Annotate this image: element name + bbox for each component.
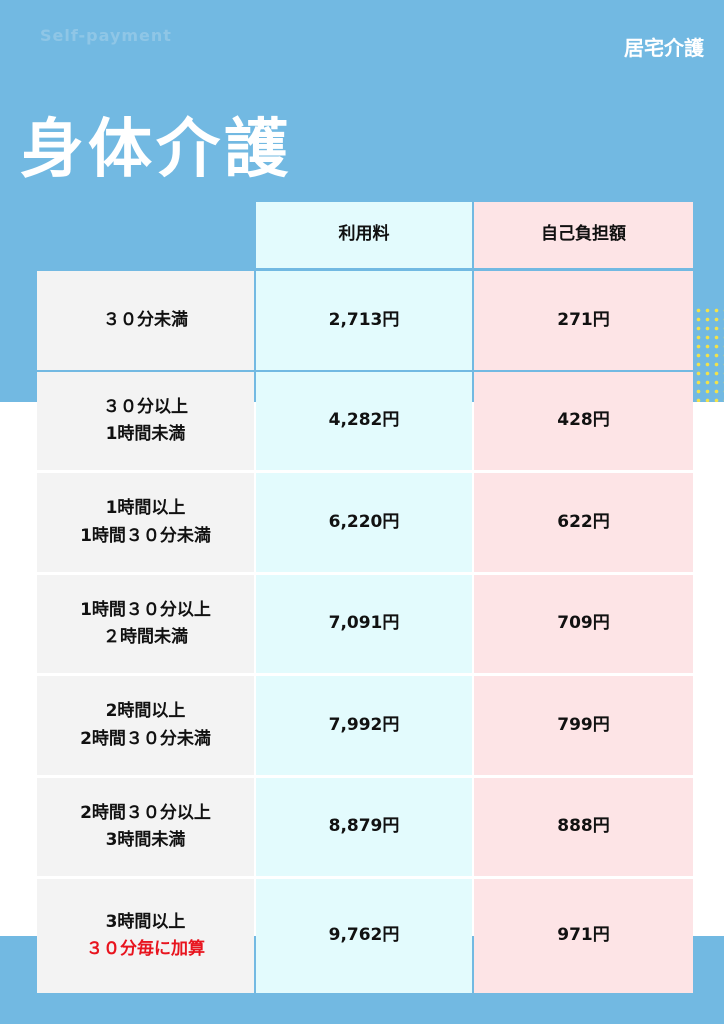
copay-cell: 799円	[474, 676, 693, 775]
category: 居宅介護	[624, 36, 704, 60]
label-line: 1時間３０分未満	[80, 525, 211, 546]
copay-cell: 888円	[474, 778, 693, 876]
fee-cell: 7,992円	[256, 676, 472, 775]
row-label: ３０分以上 1時間未満	[37, 372, 254, 470]
fee-cell: 4,282円	[256, 372, 472, 470]
label-line: 1時間３０分以上	[80, 599, 211, 620]
label-line: ３０分以上	[103, 396, 188, 417]
label-line: 3時間未満	[105, 830, 186, 850]
row-label: 2時間以上 2時間３０分未満	[37, 676, 254, 775]
copay-cell: 428円	[474, 372, 693, 470]
row-label: 3時間以上 ３０分毎に加算	[37, 879, 254, 993]
label-note: ３０分毎に加算	[86, 939, 205, 959]
copay-cell: 622円	[474, 473, 693, 572]
fee-cell: 8,879円	[256, 778, 472, 876]
label-line: 3時間以上	[105, 911, 186, 932]
copay-cell: 709円	[474, 575, 693, 673]
label-line: 1時間以上	[105, 498, 186, 519]
label-line: 2時間３０分未満	[80, 728, 211, 749]
label-line: 2時間３０分以上	[80, 802, 211, 823]
column-header: 自己負担額	[474, 202, 693, 268]
subtitle: Self-payment	[40, 26, 172, 45]
row-label: 1時間以上 1時間３０分未満	[37, 473, 254, 572]
dot-pattern	[694, 306, 724, 402]
label-line: 2時間以上	[105, 701, 186, 722]
row-label: ３０分未満	[37, 271, 254, 370]
column-header: 利用料	[256, 202, 472, 268]
fee-cell: 9,762円	[256, 879, 472, 993]
row-label: 1時間３０分以上 ２時間未満	[37, 575, 254, 673]
fee-cell: 6,220円	[256, 473, 472, 572]
fee-cell: 2,713円	[256, 271, 472, 370]
copay-cell: 271円	[474, 271, 693, 370]
fee-cell: 7,091円	[256, 575, 472, 673]
row-label: 2時間３０分以上 3時間未満	[37, 778, 254, 876]
label-line: ２時間未満	[103, 627, 188, 647]
label-line: ３０分未満	[103, 309, 188, 330]
label-line: 1時間未満	[105, 424, 186, 444]
copay-cell: 971円	[474, 879, 693, 993]
title: 身体介護	[20, 113, 292, 187]
